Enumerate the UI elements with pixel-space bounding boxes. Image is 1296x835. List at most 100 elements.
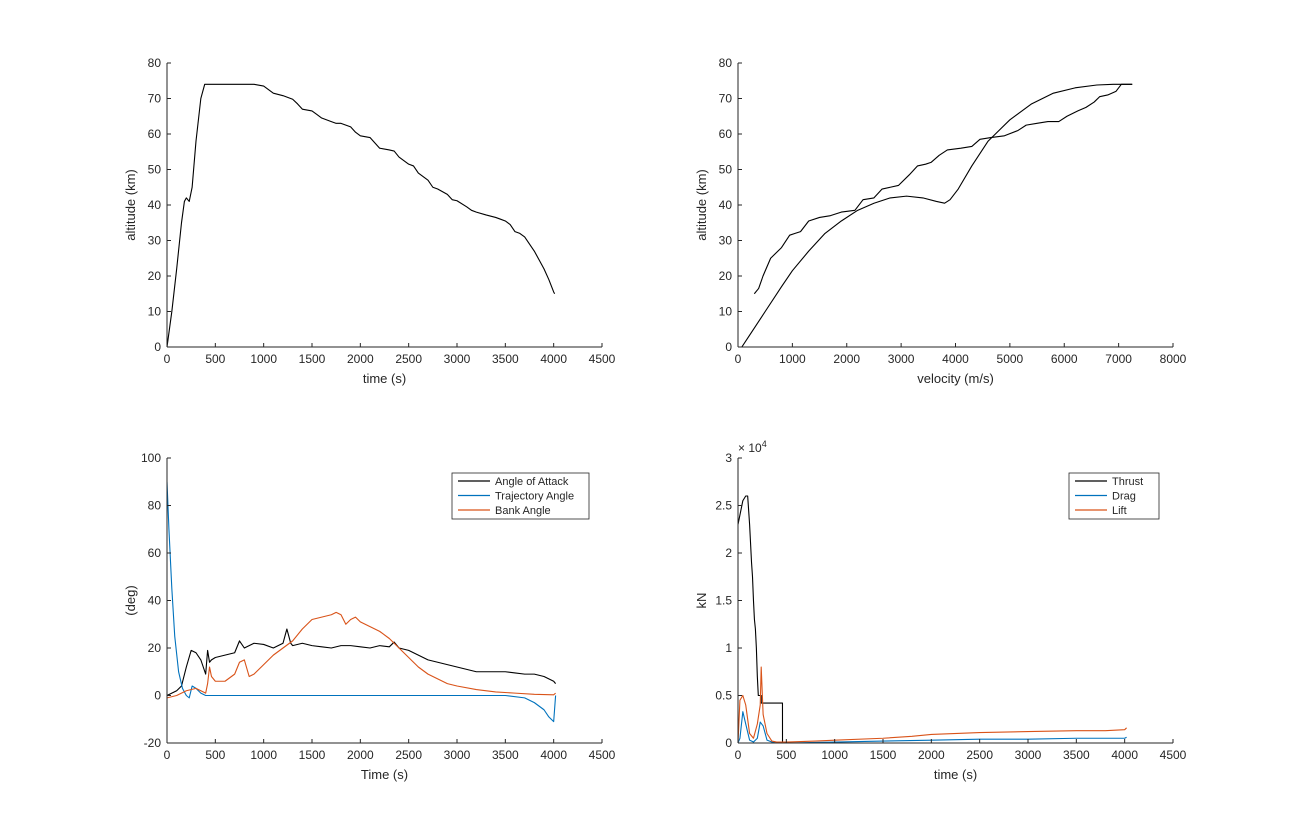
y-tick-label: 0 xyxy=(154,340,161,354)
x-tick-label: 1000 xyxy=(779,352,806,366)
x-tick-label: 500 xyxy=(776,748,796,762)
y-tick-label: 60 xyxy=(148,127,162,141)
chart-2: 0 1000 2000 3000 4000 5000 6000 7000 8000 0 10 20 30… xyxy=(694,56,1187,386)
x-tick-label: 4500 xyxy=(589,748,616,762)
x-tick-label: 0 xyxy=(164,748,171,762)
series-line-angle-of-attack xyxy=(167,628,557,696)
x-tick-label: 2000 xyxy=(833,352,860,366)
chart-1: 0 500 1000 1500 2000 2500 3000 3500 4000 4500 0 10 2… xyxy=(123,56,616,386)
x-tick-label: 7000 xyxy=(1105,352,1132,366)
y-tick-label: 70 xyxy=(148,92,162,106)
x-tick-label: 4000 xyxy=(540,748,567,762)
x-tick-label: 4500 xyxy=(1160,748,1187,762)
y-tick-label: 40 xyxy=(719,198,733,212)
series-line-thrust xyxy=(738,495,1127,743)
y-tick-label: 0 xyxy=(154,689,161,703)
legend-label: Lift xyxy=(1112,505,1127,517)
chart-3: 0 500 1000 1500 2000 2500 3000 3500 4000 4500-200… xyxy=(123,451,616,782)
y-tick-label: 1 xyxy=(725,641,732,655)
x-axis-label: time (s) xyxy=(363,371,406,386)
x-tick-label: 8000 xyxy=(1160,352,1187,366)
y-tick-label: 30 xyxy=(719,234,733,248)
x-tick-label: 3000 xyxy=(888,352,915,366)
x-tick-label: 2500 xyxy=(966,748,993,762)
x-tick-label: 5000 xyxy=(997,352,1024,366)
chart-4: 0 500 1000 1500 2000 2500 3000 3500 4000 4500 0 0.5… xyxy=(694,439,1187,782)
y-tick-label: 2.5 xyxy=(715,499,732,513)
x-tick-label: 2000 xyxy=(918,748,945,762)
series-line-lift xyxy=(738,666,1127,743)
series-line-bank-angle xyxy=(167,611,556,699)
x-axis-label: Time (s) xyxy=(361,767,408,782)
x-tick-label: 0 xyxy=(735,352,742,366)
legend-label: Trajectory Angle xyxy=(495,491,574,503)
y-tick-label: 60 xyxy=(148,546,162,560)
y-tick-label: 40 xyxy=(148,594,162,608)
x-tick-label: 1500 xyxy=(299,748,326,762)
y-tick-label: 80 xyxy=(148,499,162,513)
x-tick-label: 3500 xyxy=(492,748,519,762)
series-line-trajectory-angle xyxy=(167,481,557,723)
y-tick-label: 10 xyxy=(148,305,162,319)
x-tick-label: 1000 xyxy=(250,748,277,762)
y-tick-label: 2 xyxy=(725,546,732,560)
x-tick-label: 2000 xyxy=(347,748,374,762)
y-tick-label: 10 xyxy=(719,305,733,319)
x-tick-label: 6000 xyxy=(1051,352,1078,366)
x-axis-label: velocity (m/s) xyxy=(917,371,994,386)
series-line-drag xyxy=(738,711,1127,743)
x-tick-label: 3000 xyxy=(444,352,471,366)
y-tick-label: 30 xyxy=(148,234,162,248)
y-tick-label: 60 xyxy=(719,127,733,141)
y-axis-label: (deg) xyxy=(123,585,138,615)
y-tick-label: 0.5 xyxy=(715,689,732,703)
y-tick-label: 70 xyxy=(719,92,733,106)
y-tick-label: -20 xyxy=(144,736,162,750)
x-axis-label: time (s) xyxy=(934,767,977,782)
x-tick-label: 500 xyxy=(205,748,225,762)
x-tick-label: 2000 xyxy=(347,352,374,366)
series-line-1 xyxy=(741,83,1133,347)
y-tick-label: 50 xyxy=(719,163,733,177)
x-tick-label: 4000 xyxy=(540,352,567,366)
x-tick-label: 0 xyxy=(164,352,171,366)
x-tick-label: 1000 xyxy=(821,748,848,762)
y-tick-label: 20 xyxy=(148,641,162,655)
series-line-2 xyxy=(753,83,1133,295)
y-tick-label: 0 xyxy=(725,736,732,750)
y-tick-label: 1.5 xyxy=(715,594,732,608)
x-tick-label: 4000 xyxy=(1111,748,1138,762)
y-tick-label: 3 xyxy=(725,451,732,465)
y-axis-label: kN xyxy=(694,593,709,609)
x-tick-label: 3500 xyxy=(492,352,519,366)
legend-label: Bank Angle xyxy=(495,505,551,517)
legend: Angle of Attack Trajectory Angle Bank Angl… xyxy=(451,472,590,520)
x-tick-label: 1500 xyxy=(299,352,326,366)
y-tick-label: 100 xyxy=(141,451,161,465)
y-tick-label: 50 xyxy=(148,163,162,177)
x-tick-label: 3000 xyxy=(1015,748,1042,762)
x-tick-label: 2500 xyxy=(395,748,422,762)
y-tick-label: 80 xyxy=(148,56,162,70)
x-tick-label: 3000 xyxy=(444,748,471,762)
y-axis-label: altitude (km) xyxy=(123,169,138,241)
x-tick-label: 4000 xyxy=(942,352,969,366)
series-line-1 xyxy=(167,83,556,347)
x-tick-label: 0 xyxy=(735,748,742,762)
legend: Thrust Drag Lift xyxy=(1068,472,1160,520)
legend-label: Angle of Attack xyxy=(495,476,569,488)
y-tick-label: 20 xyxy=(719,269,733,283)
x-tick-label: 2500 xyxy=(395,352,422,366)
x-tick-label: 3500 xyxy=(1063,748,1090,762)
x-tick-label: 4500 xyxy=(589,352,616,366)
x-tick-label: 1000 xyxy=(250,352,277,366)
legend-label: Drag xyxy=(1112,491,1136,503)
y-exponent-label: × 104 xyxy=(738,439,767,455)
y-axis-label: altitude (km) xyxy=(694,169,709,241)
legend-label: Thrust xyxy=(1112,476,1143,488)
y-tick-label: 40 xyxy=(148,198,162,212)
x-tick-label: 500 xyxy=(205,352,225,366)
x-tick-label: 1500 xyxy=(870,748,897,762)
y-tick-label: 20 xyxy=(148,269,162,283)
